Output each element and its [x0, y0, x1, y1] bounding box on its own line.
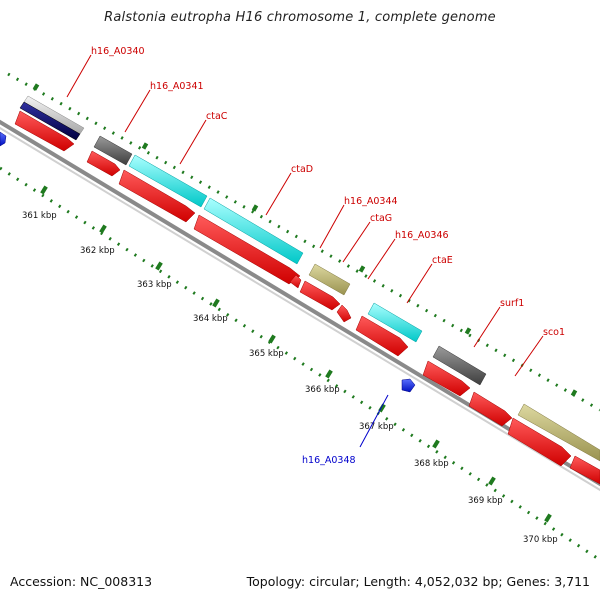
gene-label-h16_A0341[interactable]: h16_A0341: [150, 81, 204, 92]
feature-bar-ctaD: [203, 197, 304, 265]
gene-arrows: [14, 110, 600, 485]
gene-label-ctaE[interactable]: ctaE: [432, 255, 453, 266]
gene-arrow-h16_A0346: [336, 304, 352, 323]
gene-label-surf1[interactable]: surf1: [500, 298, 524, 309]
gene-label-ctaC[interactable]: ctaC: [206, 111, 228, 122]
gene-arrow-ctaC: [118, 169, 196, 223]
feature-bar-sco1-right: [517, 403, 600, 462]
outer-ruler: [7, 72, 600, 412]
feature-bar-h16_A0341: [93, 135, 133, 166]
gene-label-h16_A0348[interactable]: h16_A0348: [302, 455, 356, 466]
feature-bar-h16_A0344: [308, 263, 351, 296]
feature-bar-h16_A0340-navy: [19, 101, 81, 141]
gene-label-h16_A0340[interactable]: h16_A0340: [91, 46, 145, 57]
gene-arrow-h16_A0340: [14, 110, 75, 152]
gene-arrow-sco1: [468, 391, 513, 427]
tick-label-367: 367 kbp: [359, 422, 394, 432]
blue-marker-left: [0, 131, 7, 147]
gene-arrow-h16_A0341: [86, 150, 121, 177]
gene-label-h16_A0344[interactable]: h16_A0344: [344, 196, 398, 207]
feature-bar-ctaC: [128, 154, 208, 208]
tick-labels: 361 kbp 362 kbp 363 kbp 364 kbp 365 kbp …: [22, 211, 558, 545]
gene-label-sco1[interactable]: sco1: [543, 327, 565, 338]
gene-arrow-surf1: [422, 360, 471, 397]
blue-markers: [0, 131, 416, 393]
gene-arrow-ctaG: [299, 280, 341, 311]
gene-label-h16_A0346[interactable]: h16_A0346: [395, 230, 449, 241]
gene-arrow-ctaE: [355, 315, 409, 357]
inner-ruler: [0, 166, 600, 562]
gene-arrow-next: [507, 417, 572, 467]
tick-label-366: 366 kbp: [305, 385, 340, 395]
tick-label-370: 370 kbp: [523, 535, 558, 545]
tick-label-362: 362 kbp: [80, 246, 115, 256]
tick-label-368: 368 kbp: [414, 459, 449, 469]
tick-label-369: 369 kbp: [468, 496, 503, 506]
gene-label-ctaG[interactable]: ctaG: [370, 213, 392, 224]
feature-bars: [19, 95, 600, 462]
topology-text: Topology: circular; Length: 4,052,032 bp…: [246, 574, 590, 589]
genome-backbone: [0, 119, 600, 492]
leader-lines: [66, 54, 544, 448]
gene-arrow-h16_A0344: [289, 274, 302, 289]
gene-label-ctaD[interactable]: ctaD: [291, 164, 313, 175]
feature-bar-surf1: [432, 345, 487, 386]
blue-marker-h16_A0348: [401, 378, 416, 393]
tick-label-364: 364 kbp: [193, 314, 228, 324]
tick-label-361: 361 kbp: [22, 211, 57, 221]
accession-text: Accession: NC_008313: [10, 574, 153, 589]
tick-label-365: 365 kbp: [249, 349, 284, 359]
feature-bar-ctaE: [367, 302, 423, 343]
gene-labels: h16_A0340 h16_A0341 ctaC ctaD h16_A0344 …: [91, 46, 565, 466]
tick-label-363: 363 kbp: [137, 280, 172, 290]
map-title: Ralstonia eutropha H16 chromosome 1, com…: [104, 10, 496, 25]
gene-arrow-edge: [569, 455, 600, 485]
